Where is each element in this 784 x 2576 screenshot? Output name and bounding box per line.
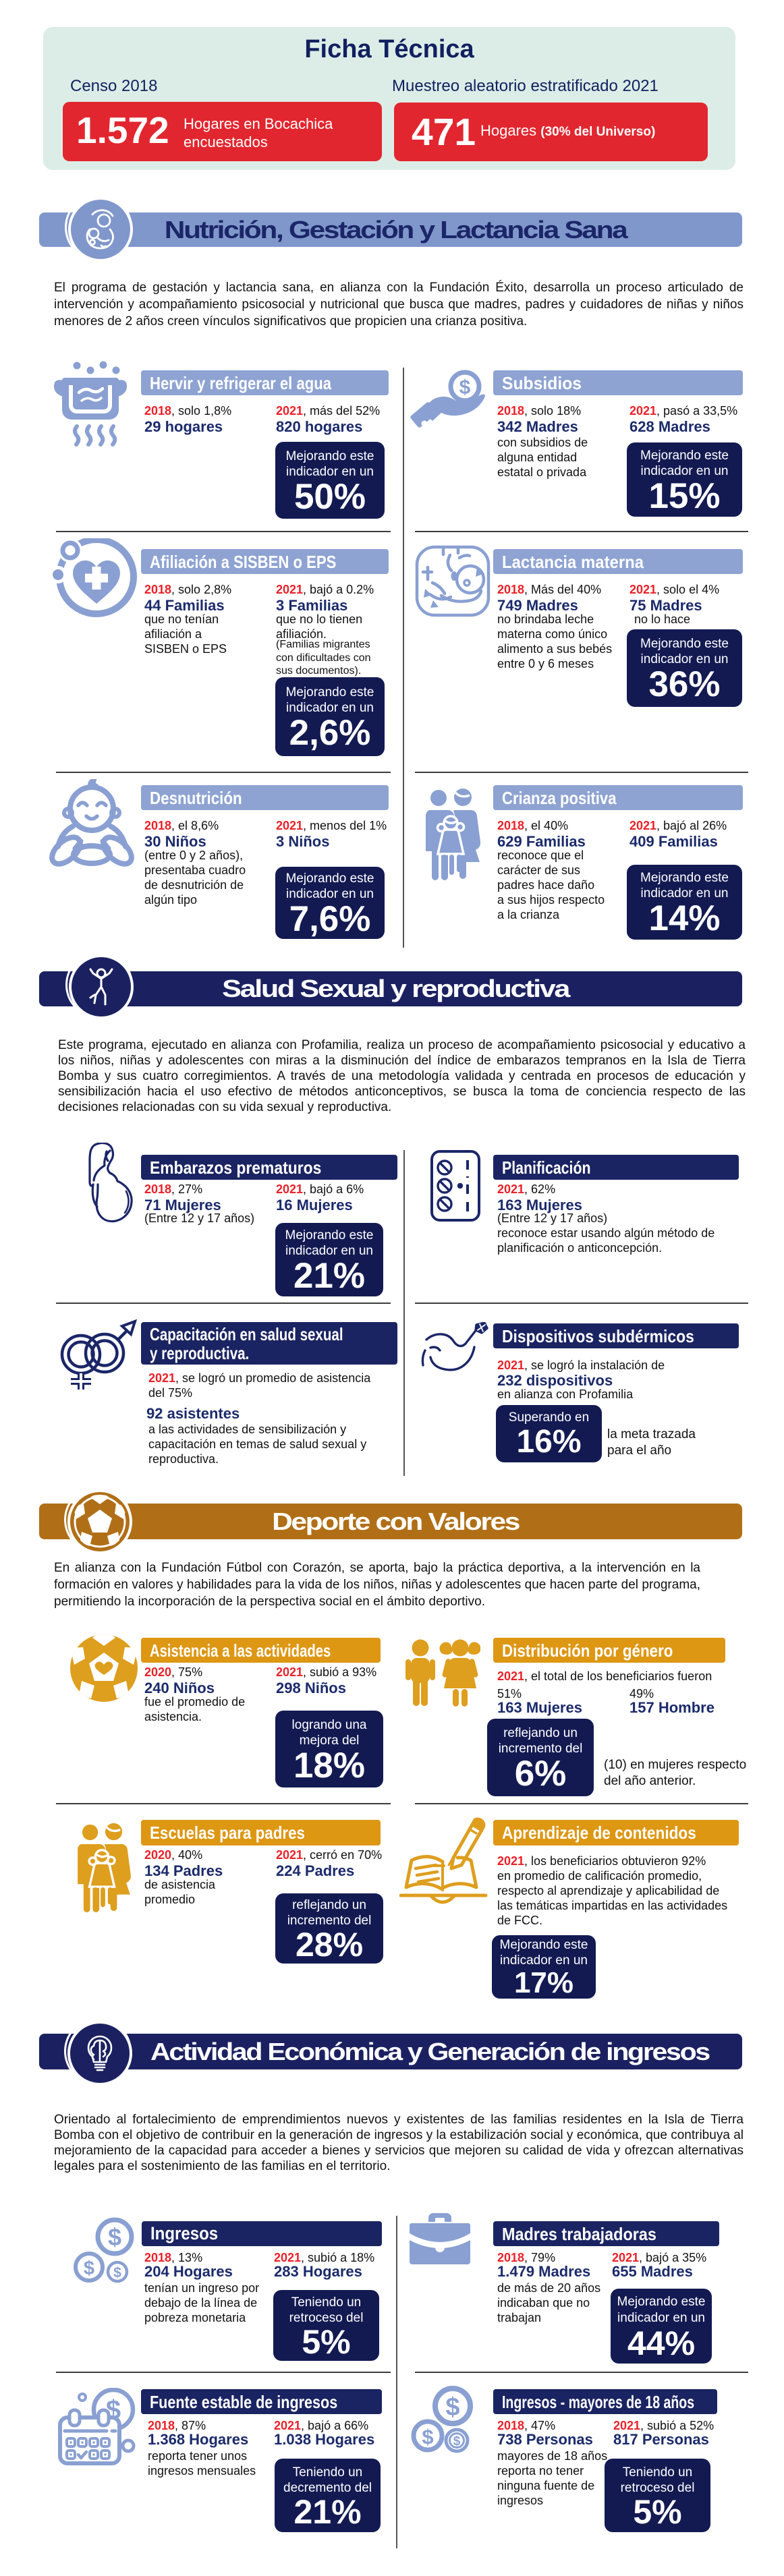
svg-text:$: $ [445, 2393, 459, 2422]
svg-text:$: $ [108, 2223, 121, 2251]
svg-text:$: $ [459, 376, 471, 399]
svg-text:$: $ [113, 2265, 121, 2281]
svg-text:$: $ [453, 2434, 461, 2449]
svg-text:$: $ [422, 2425, 433, 2449]
svg-text:$: $ [84, 2258, 94, 2279]
